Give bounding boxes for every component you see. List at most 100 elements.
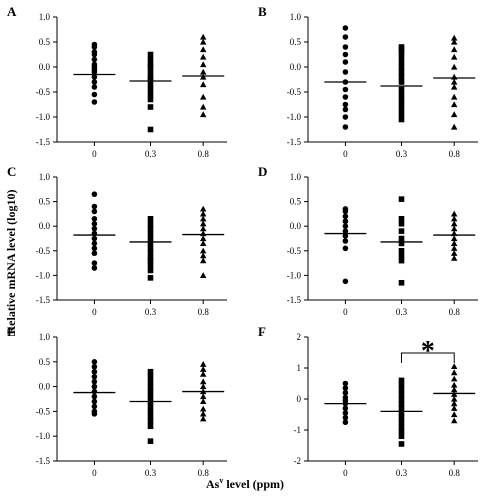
y-axis-title: Relative mRNA level (log10) <box>4 190 18 335</box>
data-point <box>147 383 154 390</box>
data-point <box>91 398 98 405</box>
y-tick-label: 0.5 <box>39 37 51 47</box>
data-point <box>199 61 207 68</box>
data-point <box>199 405 207 412</box>
data-point <box>199 378 207 385</box>
panel-a: A 1.0 0.5 0.0 -0.5 -1.0 -1.5 0 0.3 0.8 <box>7 4 227 159</box>
data-point <box>199 38 207 45</box>
data-point <box>199 103 207 110</box>
data-point <box>398 91 405 98</box>
data-point <box>199 257 207 264</box>
series-circle-points <box>342 25 349 130</box>
panel-letter-b: B <box>258 4 267 19</box>
y-tick-label: 0 <box>297 394 302 404</box>
data-point <box>91 99 98 105</box>
data-point <box>147 413 154 420</box>
data-point <box>398 101 405 108</box>
data-point <box>342 34 349 40</box>
data-point <box>450 93 458 100</box>
y-tick-label: -0.5 <box>36 246 51 256</box>
y-tick-label: -0.5 <box>36 406 51 416</box>
y-tick-label: 0.5 <box>39 357 51 367</box>
data-point <box>199 383 207 390</box>
data-point <box>398 74 405 80</box>
data-point <box>398 79 405 85</box>
data-point <box>398 64 405 70</box>
panel-c: C 1.0 0.5 0.0 -0.5 -1.0 -1.5 0 0.3 0.8 <box>7 164 227 317</box>
data-point <box>450 53 458 60</box>
data-point <box>450 220 458 227</box>
series-square-points <box>147 216 154 281</box>
series-circle-points <box>342 206 349 285</box>
data-point <box>450 73 458 80</box>
data-point <box>398 257 405 264</box>
data-point <box>147 403 154 410</box>
data-point <box>147 368 154 375</box>
series-square-points <box>398 196 405 286</box>
data-point <box>450 411 458 418</box>
data-point <box>398 279 405 286</box>
data-point <box>147 81 154 88</box>
data-point <box>342 101 349 108</box>
data-point <box>342 414 349 421</box>
data-point <box>199 220 207 227</box>
panel-letter-e: E <box>7 324 16 339</box>
data-point <box>91 373 98 380</box>
data-point <box>398 396 405 402</box>
data-point <box>147 373 154 380</box>
x-tick-label: 0.8 <box>449 468 461 478</box>
data-point <box>91 240 98 247</box>
data-point <box>398 111 405 118</box>
data-point <box>398 220 405 227</box>
data-point <box>91 383 98 390</box>
data-point <box>398 377 405 384</box>
y-tick-label: 0.5 <box>290 37 302 47</box>
data-point <box>398 428 405 435</box>
series-triangle-points <box>199 33 207 118</box>
data-point <box>147 104 154 110</box>
data-point <box>450 363 458 370</box>
data-point <box>147 235 154 242</box>
data-point <box>91 79 98 85</box>
data-point <box>199 415 207 422</box>
data-point <box>450 245 458 251</box>
data-point <box>398 424 405 430</box>
data-point <box>199 46 207 53</box>
data-point <box>147 388 154 395</box>
data-point <box>91 250 98 257</box>
data-point <box>398 252 405 259</box>
series-circle-points <box>91 191 98 271</box>
y-tick-label: -1.0 <box>287 270 302 280</box>
data-point <box>342 51 349 58</box>
data-point <box>342 124 349 130</box>
data-point <box>450 210 458 217</box>
data-point <box>91 363 98 370</box>
data-point <box>398 196 405 202</box>
data-point <box>91 216 98 222</box>
x-tick-label: 0 <box>92 468 97 478</box>
data-point <box>147 257 154 264</box>
panels-group: A 1.0 0.5 0.0 -0.5 -1.0 -1.5 0 0.3 0.8 B 1.0 0.5 0.0 -… <box>7 4 478 478</box>
data-point <box>147 418 154 425</box>
x-axis-title-superscript: v <box>219 476 223 485</box>
data-point <box>91 393 98 400</box>
data-point <box>147 51 154 58</box>
data-point <box>342 223 349 229</box>
y-tick-label: 1.0 <box>290 12 302 22</box>
significance-asterisk: * <box>421 336 435 367</box>
data-point <box>91 91 98 98</box>
data-point <box>450 369 458 376</box>
data-point <box>91 411 98 417</box>
data-point <box>398 69 405 75</box>
data-point <box>147 250 154 257</box>
data-point <box>398 382 405 388</box>
panel-letter-c: C <box>7 164 16 179</box>
data-point <box>147 378 154 385</box>
data-point <box>450 254 458 261</box>
data-point <box>199 361 207 367</box>
y-tick-label: -0.5 <box>287 87 302 97</box>
series-square-points <box>398 377 405 447</box>
data-point <box>91 368 98 375</box>
data-point <box>91 84 98 90</box>
data-point <box>199 252 207 259</box>
